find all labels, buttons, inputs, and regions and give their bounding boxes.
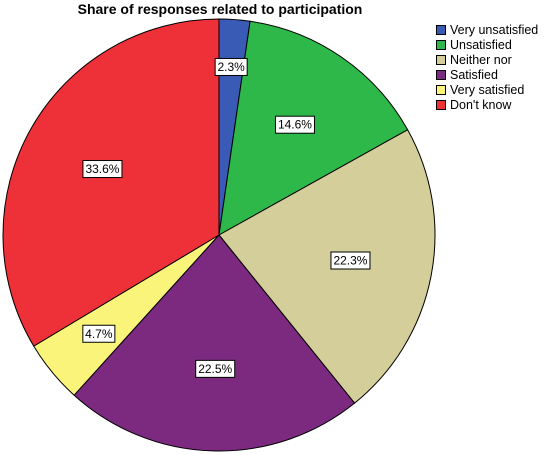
pie-slice-neither-nor — [218, 129, 436, 404]
svg-text:22.3%: 22.3% — [333, 254, 367, 268]
slice-label-very-unsatisfied: 2.3% — [214, 57, 248, 76]
legend: Very unsatisfied Unsatisfied Neither nor Sa… — [436, 22, 538, 112]
legend-item-satisfied: Satisfied — [436, 67, 538, 82]
legend-item-don-t-know: Don't know — [436, 97, 538, 112]
legend-label: Neither nor — [450, 52, 512, 67]
legend-label: Satisfied — [450, 67, 498, 82]
legend-label: Don't know — [450, 97, 512, 112]
svg-text:22.5%: 22.5% — [198, 362, 232, 376]
slice-label-don-t-know: 33.6% — [82, 160, 123, 179]
svg-text:14.6%: 14.6% — [278, 118, 312, 132]
legend-label: Unsatisfied — [450, 37, 512, 52]
legend-swatch — [436, 99, 446, 110]
legend-item-unsatisfied: Unsatisfied — [436, 37, 538, 52]
pie-slice-don-t-know — [2, 18, 220, 347]
svg-text:2.3%: 2.3% — [217, 60, 245, 74]
legend-label: Very satisfied — [450, 82, 525, 97]
slice-label-satisfied: 22.5% — [195, 359, 236, 378]
legend-swatch — [436, 39, 446, 50]
slice-label-neither-nor: 22.3% — [330, 251, 371, 270]
legend-swatch — [436, 24, 446, 35]
legend-label: Very unsatisfied — [450, 22, 539, 37]
svg-text:4.7%: 4.7% — [85, 327, 113, 341]
legend-item-very-unsatisfied: Very unsatisfied — [436, 22, 538, 37]
legend-swatch — [436, 69, 446, 80]
legend-item-neither-nor: Neither nor — [436, 52, 538, 67]
legend-swatch — [436, 84, 446, 95]
svg-text:33.6%: 33.6% — [85, 162, 119, 176]
pie-slice-satisfied — [73, 234, 356, 452]
slice-label-very-satisfied: 4.7% — [82, 324, 116, 343]
slice-label-unsatisfied: 14.6% — [274, 115, 315, 134]
legend-swatch — [436, 54, 446, 65]
chart-title: Share of responses related to participat… — [77, 1, 363, 17]
legend-item-very-satisfied: Very satisfied — [436, 82, 538, 97]
pie-chart: 2.3% 14.6% 22.3% 22.5% 4.7% 33.6% — [2, 18, 436, 452]
